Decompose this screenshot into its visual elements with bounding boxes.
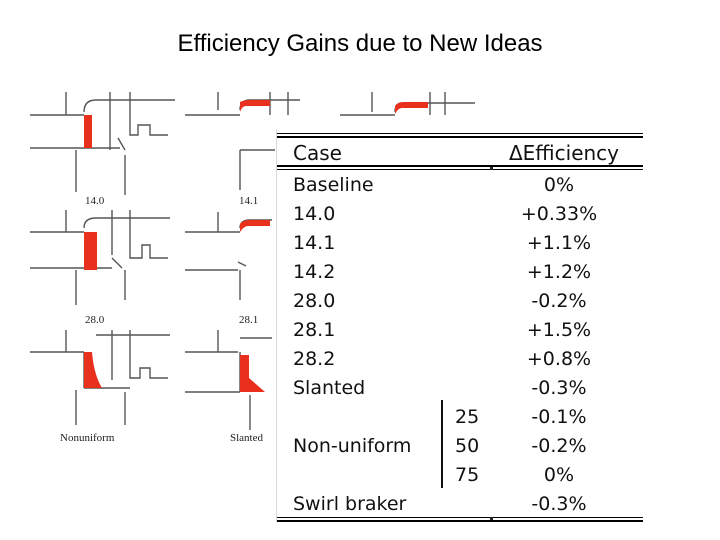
sketch-label-14-1: 14.1 [239,195,259,207]
table-bottom-rule-thin [277,517,643,518]
row-delta: +1.2% [526,261,592,283]
nonuniform-bracket [441,400,443,488]
row-delta: -0.3% [531,493,587,515]
table-top-rule-thick [277,136,643,138]
row-delta: -0.3% [531,377,587,399]
row-case: Slanted [293,377,366,399]
row-delta: 0% [543,174,575,196]
row-delta: 0% [543,464,575,486]
row-delta: +0.8% [526,348,592,370]
efficiency-table: Case ΔEfficiency Baseline 0% 14.0 +0.33%… [276,129,643,522]
slide-title: Efficiency Gains due to New Ideas [177,30,543,57]
row-delta: +0.33% [520,203,598,225]
row-case: Baseline [293,174,374,196]
sketch-label-28-0: 28.0 [85,314,105,326]
row-case: 14.0 [293,203,336,225]
row-case: 28.2 [293,348,336,370]
col-header-delta-efficiency: ΔEfficiency [508,141,620,165]
column-tick [490,167,493,170]
row-subcase: 75 [455,464,480,486]
column-tick [490,517,493,520]
row-case: 28.1 [293,319,336,341]
row-case: 28.0 [293,290,336,312]
col-header-case: Case [293,141,342,165]
row-case: Swirl braker [293,493,407,515]
row-case: Non-uniform [293,435,412,457]
table-bottom-rule-thick [277,520,643,522]
row-subcase: 25 [455,406,480,428]
row-delta: -0.2% [531,435,587,457]
row-delta: -0.1% [531,406,587,428]
sketch-label-slanted: Slanted [230,432,263,444]
header-rule-thin [277,169,643,170]
header-rule-thick [277,165,643,167]
row-delta: +1.5% [526,319,592,341]
table-top-rule [277,133,643,134]
row-subcase: 50 [455,435,480,457]
row-case: 14.2 [293,261,336,283]
row-delta: -0.2% [531,290,587,312]
sketch-label-28-1: 28.1 [239,314,259,326]
sketch-label-14-0: 14.0 [85,195,105,207]
sketch-label-nonuniform: Nonuniform [60,432,115,444]
row-delta: +1.1% [526,232,592,254]
row-case: 14.1 [293,232,336,254]
